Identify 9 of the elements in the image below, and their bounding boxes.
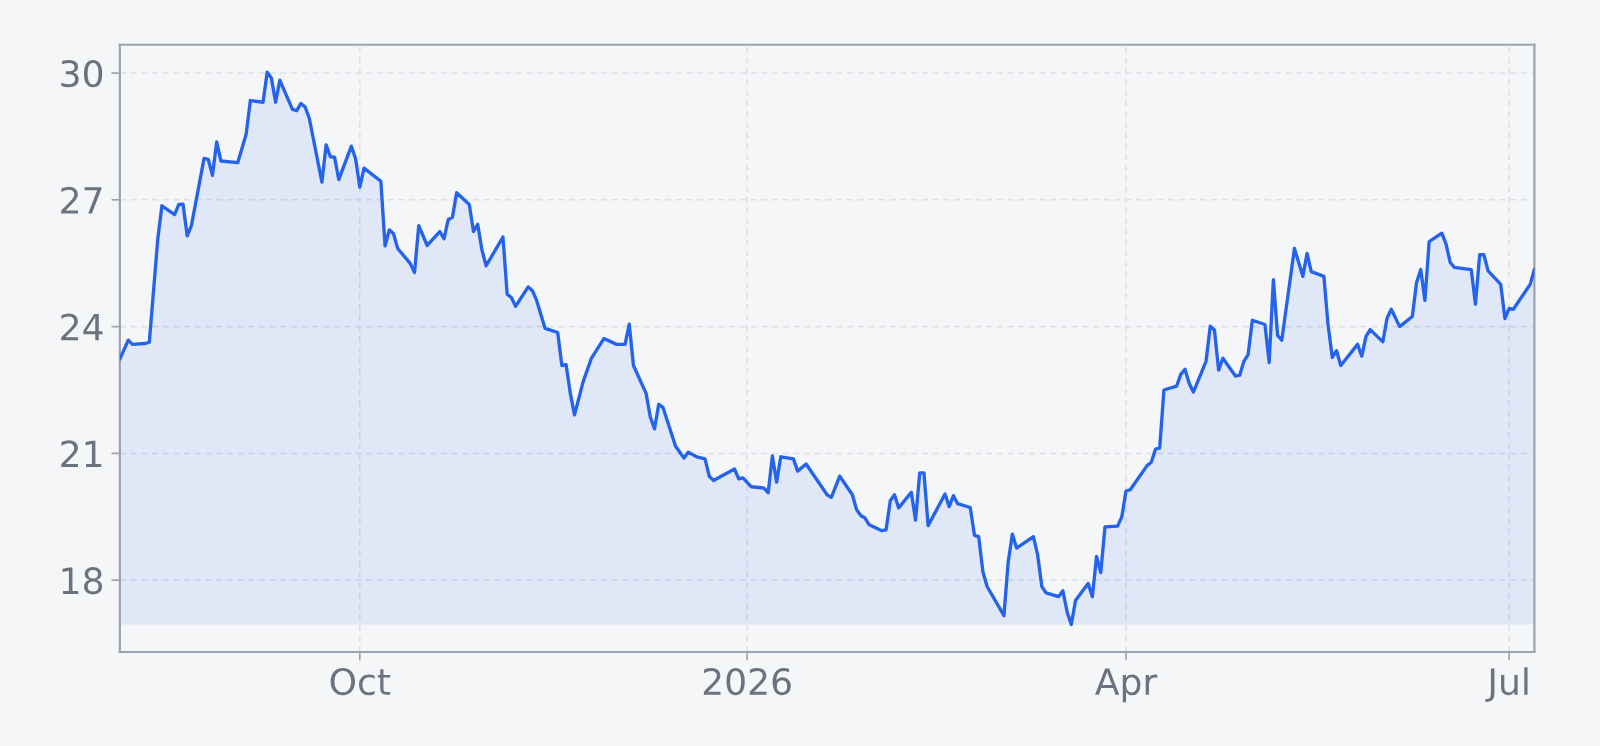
- x-tick-label: Oct: [330, 667, 391, 696]
- y-tick-label: 24: [61, 313, 103, 341]
- y-tick-label: 30: [61, 59, 103, 88]
- x-tick-label: Apr: [1095, 668, 1158, 703]
- x-tick-label: 2026: [703, 667, 791, 696]
- y-tick-label: 27: [61, 186, 102, 214]
- y-tick-label: 21: [61, 440, 102, 468]
- x-tick-label: Jul: [1485, 667, 1528, 702]
- y-tick-label: 18: [62, 567, 103, 595]
